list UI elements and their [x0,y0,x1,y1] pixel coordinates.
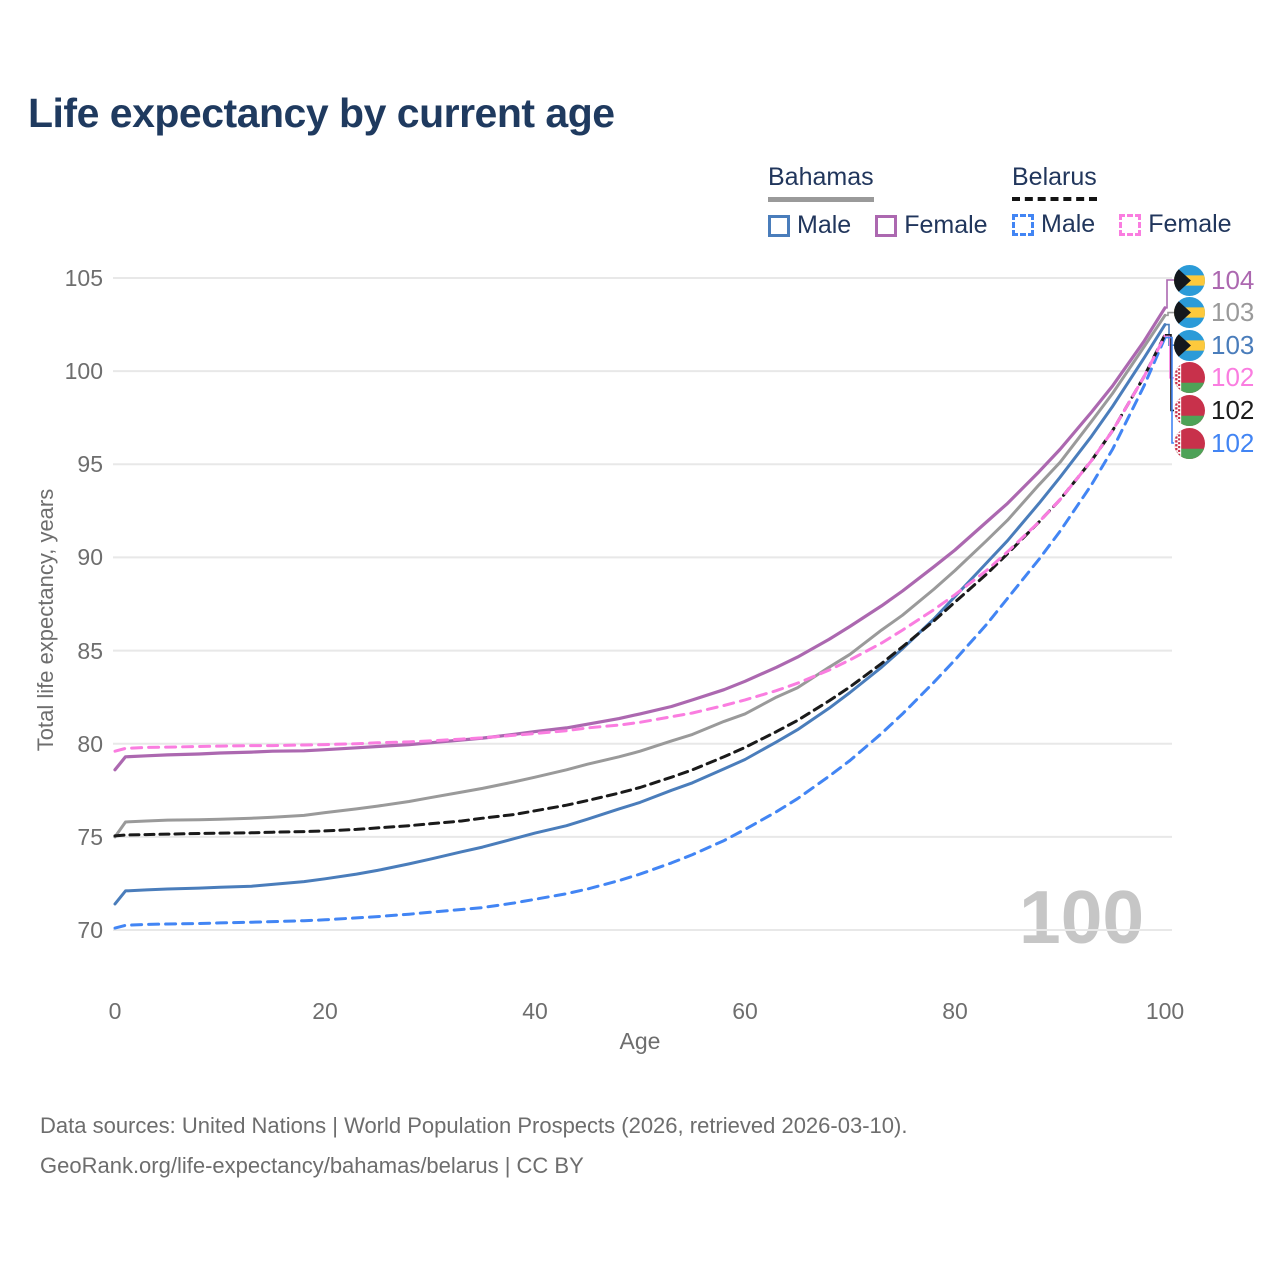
series-line-bahamas_total[interactable] [113,313,1167,839]
y-tick-label: 90 [77,544,103,571]
y-tick-label: 95 [77,451,103,478]
y-tick-label: 105 [64,265,103,291]
series-line-belarus_male[interactable] [113,336,1167,930]
series-line-bahamas_female[interactable] [113,306,1167,772]
series-line-belarus_total[interactable] [113,333,1167,838]
legend-items-bahamas: Male Female [768,211,1012,240]
endpoint-connector [1165,279,1174,309]
endpoint-connector [1165,311,1174,317]
legend-item-bahamas-male[interactable]: Male [768,211,851,240]
series-line-bahamas_male[interactable] [113,323,1167,906]
legend-swatch-icon [1119,213,1142,236]
legend-swatch-icon [875,214,898,237]
legend-item-belarus-female[interactable]: Female [1119,210,1232,239]
x-axis-title: Age [619,1028,661,1054]
legend-group-belarus: Belarus Male Female [1012,163,1256,239]
attribution-text: GeoRank.org/life-expectancy/bahamas/bela… [40,1153,584,1179]
y-tick-label: 70 [77,917,103,943]
watermark-age-100: 100 [1019,875,1145,959]
y-tick-label: 100 [64,358,103,385]
legend-item-belarus-male[interactable]: Male [1012,210,1095,239]
legend-item-label: Male [1041,210,1096,238]
y-tick-label: 80 [77,730,103,757]
footer: Data sources: United Nations | World Pop… [40,1106,907,1186]
endpoint-connector [1165,336,1174,444]
x-tick-label: 80 [942,998,968,1024]
legend-swatch-icon [1012,213,1034,236]
legend-item-label: Female [904,211,988,239]
legend-group-bahamas: Bahamas Male Female [768,163,1012,240]
legend-swatch-icon [768,214,790,237]
x-tick-label: 100 [1145,998,1185,1024]
x-tick-label: 60 [732,998,758,1024]
legend-item-label: Male [797,211,852,239]
legend-country-bahamas[interactable]: Bahamas [768,163,874,202]
legend-country-belarus[interactable]: Belarus [1012,163,1097,201]
x-tick-label: 40 [522,998,548,1024]
y-tick-label: 85 [77,637,103,664]
legend-item-bahamas-female[interactable]: Female [875,211,988,240]
legend-items-belarus: Male Female [1012,210,1256,239]
chart-title: Life expectancy by current age [28,90,615,136]
legend-item-label: Female [1148,210,1232,238]
series-line-belarus_female[interactable] [113,334,1167,753]
x-tick-label: 20 [312,998,338,1024]
x-tick-label: 0 [108,998,122,1024]
y-tick-label: 75 [77,823,103,850]
data-sources-text: Data sources: United Nations | World Pop… [40,1113,908,1138]
